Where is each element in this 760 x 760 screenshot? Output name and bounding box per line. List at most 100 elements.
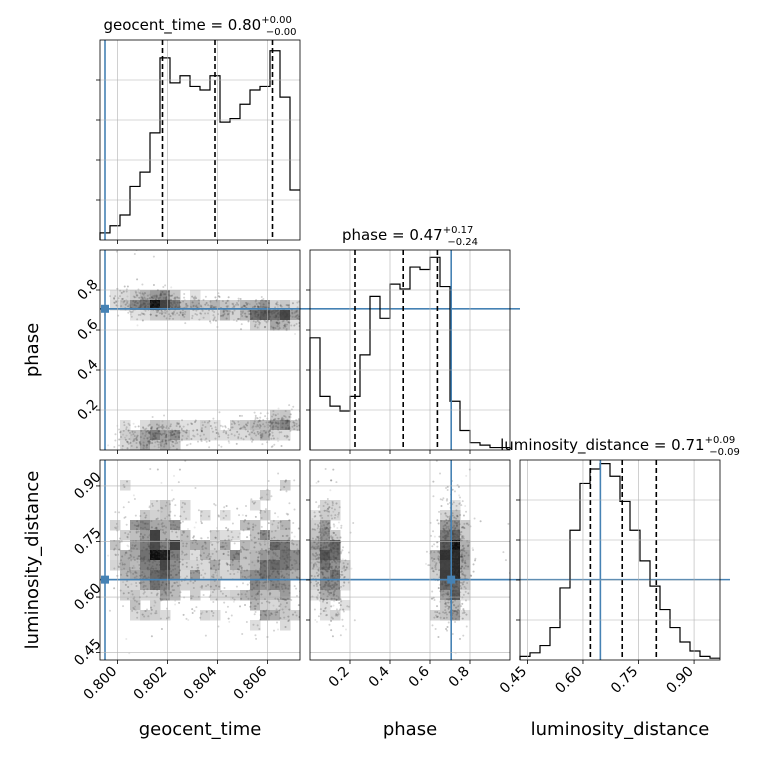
sample-point [281, 426, 284, 429]
sample-point [169, 315, 172, 318]
sample-point [284, 311, 287, 314]
sample-point [244, 312, 247, 315]
sample-point [147, 305, 150, 308]
sample-point [140, 296, 143, 299]
sample-point [194, 420, 197, 423]
sample-point [276, 322, 279, 325]
density-cell [270, 410, 281, 421]
sample-point [275, 316, 278, 319]
sample-point [167, 293, 170, 296]
sample-point [161, 303, 164, 306]
sample-point [129, 441, 132, 444]
sample-point [161, 425, 164, 428]
sample-point [165, 434, 168, 437]
sample-point [156, 301, 159, 304]
sample-point [160, 481, 163, 484]
sample-point [161, 440, 164, 443]
sample-point [165, 442, 168, 445]
sample-point [133, 435, 136, 438]
sample-point [226, 299, 229, 302]
sample-point [154, 294, 157, 297]
sample-point [122, 301, 125, 304]
sample-point [125, 638, 128, 641]
sample-point [197, 302, 200, 305]
sample-point [263, 318, 266, 321]
sample-point [302, 314, 304, 316]
sample-point [120, 305, 123, 308]
sample-point [158, 298, 161, 301]
sample-point [300, 318, 302, 320]
sample-point [295, 587, 298, 590]
sample-point [143, 444, 146, 447]
density-cell [130, 310, 141, 321]
sample-point [304, 535, 306, 537]
sample-point [267, 313, 270, 316]
sample-point [141, 292, 144, 295]
sample-point [163, 315, 166, 318]
sample-point [282, 418, 285, 421]
sample-point [142, 303, 145, 306]
sample-point [171, 294, 174, 297]
sample-point [156, 427, 159, 430]
sample-point [194, 420, 197, 423]
sample-point [260, 548, 263, 551]
sample-point [144, 434, 147, 437]
sample-point [181, 314, 184, 317]
sample-point [277, 413, 280, 416]
sample-point [167, 298, 170, 301]
sample-point [284, 422, 287, 425]
sample-point [259, 425, 262, 428]
sample-point [285, 304, 288, 307]
sample-point [148, 431, 151, 434]
sample-point [254, 305, 257, 308]
sample-point [273, 311, 276, 314]
sample-point [304, 312, 306, 314]
sample-point [277, 422, 280, 425]
sample-point [295, 311, 298, 314]
sample-point [254, 416, 257, 419]
sample-point [269, 429, 272, 432]
sample-point [205, 437, 208, 440]
sample-point [261, 434, 264, 437]
density-cell [240, 430, 251, 441]
sample-point [168, 317, 171, 320]
sample-point [134, 290, 137, 293]
sample-point [304, 605, 306, 607]
sample-point [205, 556, 208, 559]
density-cell [290, 320, 300, 331]
sample-point [161, 581, 164, 584]
density-cell [280, 410, 291, 421]
sample-point [140, 429, 143, 432]
sample-point [276, 316, 279, 319]
sample-point [274, 414, 277, 417]
sample-point [152, 305, 155, 308]
sample-point [281, 312, 284, 315]
sample-point [225, 317, 228, 320]
sample-point [205, 302, 208, 305]
sample-point [149, 302, 152, 305]
sample-point [263, 312, 266, 315]
sample-point [283, 310, 286, 313]
sample-point [200, 305, 203, 308]
sample-point [124, 303, 127, 306]
sample-point [296, 309, 299, 312]
sample-point [257, 306, 260, 309]
sample-point [250, 431, 253, 434]
sample-point [150, 296, 153, 299]
sample-point [152, 435, 155, 438]
sample-point [281, 422, 284, 425]
sample-point [148, 506, 151, 509]
sample-point [276, 303, 279, 306]
sample-point [295, 422, 298, 425]
sample-point [223, 310, 226, 313]
sample-point [219, 424, 222, 427]
sample-point [164, 434, 167, 437]
sample-point [169, 438, 172, 441]
sample-point [108, 295, 111, 298]
sample-point [285, 315, 288, 318]
sample-point [242, 426, 245, 429]
sample-point [147, 440, 150, 443]
sample-point [170, 527, 173, 530]
sample-point [146, 297, 149, 300]
sample-point [283, 435, 286, 438]
